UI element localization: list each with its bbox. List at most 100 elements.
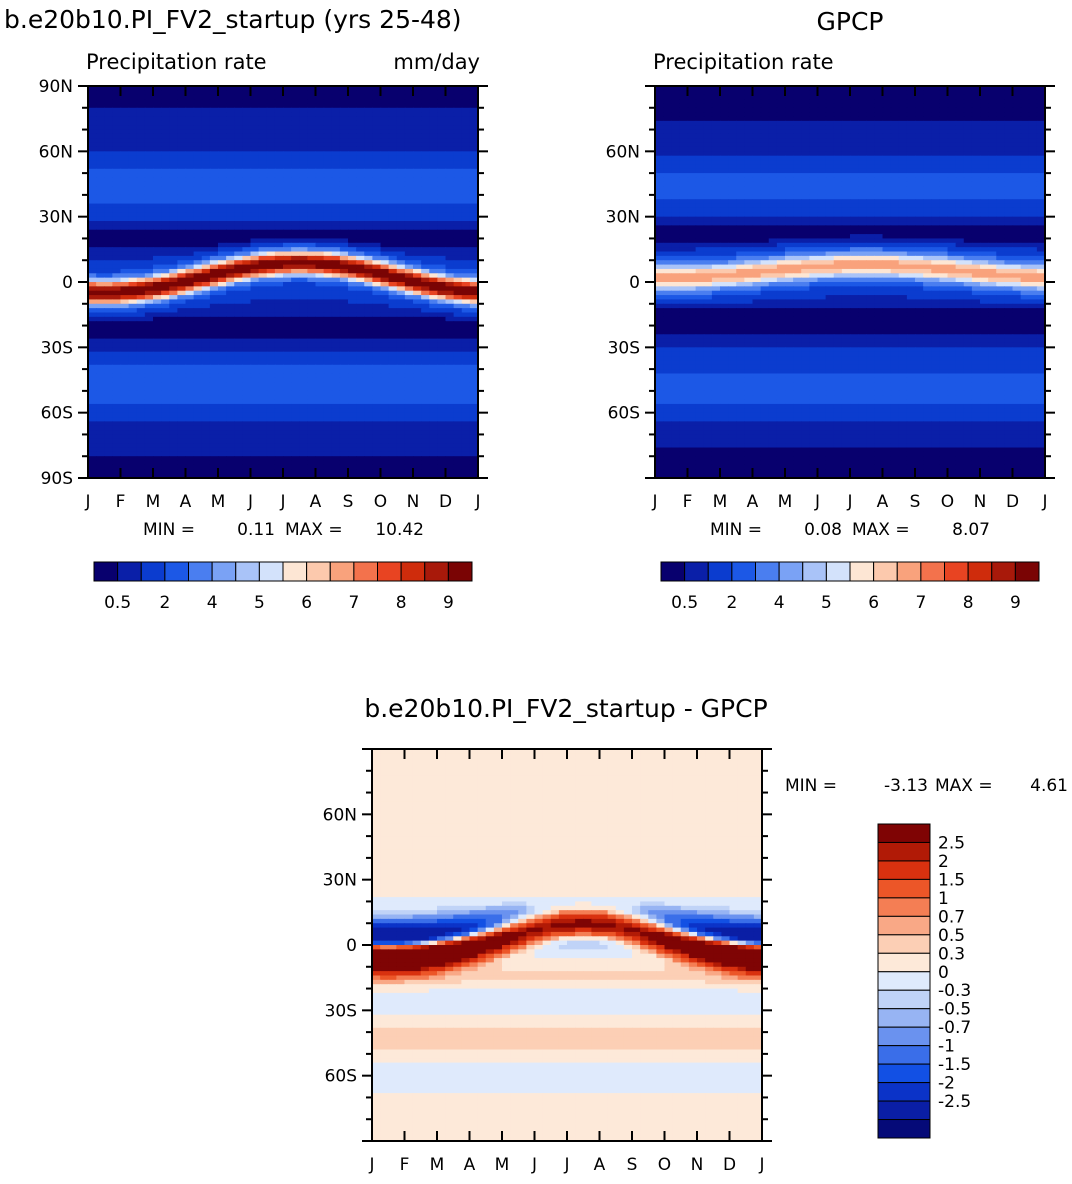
heatmap-cell [137,395,146,400]
heatmap-cell [112,252,121,257]
heatmap-cell [226,387,235,392]
heatmap-cell [88,260,97,265]
heatmap-cell [381,434,390,439]
heatmap-cell [307,160,316,165]
heatmap-cell [340,304,349,309]
heatmap-cell [218,195,227,200]
heatmap-cell [96,99,105,104]
heatmap-cell [259,395,268,400]
heatmap-cell [405,195,414,200]
heatmap-cell [242,243,251,248]
heatmap-cell [663,108,672,113]
heatmap-cell [283,421,292,426]
heatmap-cell [663,99,672,104]
heatmap-cell [234,387,243,392]
heatmap-cell [291,95,300,100]
heatmap-cell [397,356,406,361]
heatmap-cell [88,147,97,152]
heatmap-cell [129,452,138,457]
heatmap-cell [291,286,300,291]
heatmap-cell [696,130,705,135]
heatmap-cell [161,230,170,235]
heatmap-cell [96,308,105,313]
heatmap-cell [259,339,268,344]
heatmap-cell [194,273,203,278]
heatmap-cell [177,400,186,405]
heatmap-cell [218,234,227,239]
heatmap-cell [137,387,146,392]
heatmap-cell [186,317,195,322]
heatmap-cell [405,138,414,143]
heatmap-cell [210,317,219,322]
heatmap-cell [340,99,349,104]
heatmap-cell [275,360,284,365]
heatmap-cell [259,217,268,222]
heatmap-cell [112,195,121,200]
heatmap-cell [177,439,186,444]
heatmap-cell [145,273,154,278]
heatmap-cell [307,252,316,257]
heatmap-cell [907,125,916,130]
heatmap-cell [259,260,268,265]
heatmap-cell [291,278,300,283]
heatmap-cell [186,299,195,304]
heatmap-cell [145,308,154,313]
heatmap-cell [153,434,162,439]
heatmap-cell [446,434,455,439]
heatmap-cell [283,273,292,278]
heatmap-cell [226,204,235,209]
heatmap-cell [145,304,154,309]
heatmap-cell [818,108,827,113]
heatmap-cell [389,461,398,466]
heatmap-cell [137,452,146,457]
heatmap-cell [446,121,455,126]
heatmap-cell [332,221,341,226]
heatmap-cell [259,378,268,383]
heatmap-cell [218,134,227,139]
heatmap-cell [226,365,235,370]
heatmap-cell [202,265,211,270]
heatmap-cell [112,321,121,326]
heatmap-cell [446,265,455,270]
heatmap-cell [364,217,373,222]
heatmap-cell [307,173,316,178]
heatmap-cell [251,173,260,178]
heatmap-cell [446,99,455,104]
heatmap-cell [405,391,414,396]
heatmap-cell [177,156,186,161]
heatmap-cell [234,116,243,121]
heatmap-cell [413,278,422,283]
heatmap-cell [389,456,398,461]
heatmap-cell [446,173,455,178]
heatmap-cell [712,121,721,126]
heatmap-cell [389,295,398,300]
heatmap-cell [267,156,276,161]
heatmap-cell [866,121,875,126]
heatmap-cell [454,191,463,196]
heatmap-cell [655,121,664,126]
heatmap-cell [454,121,463,126]
heatmap-cell [210,138,219,143]
heatmap-cell [291,130,300,135]
heatmap-cell [421,395,430,400]
heatmap-cell [364,164,373,169]
heatmap-cell [793,121,802,126]
heatmap-cell [874,130,883,135]
heatmap-cell [891,103,900,108]
heatmap-cell [267,273,276,278]
heatmap-cell [129,234,138,239]
heatmap-cell [291,339,300,344]
heatmap-cell [161,413,170,418]
heatmap-cell [421,339,430,344]
heatmap-cell [454,334,463,339]
heatmap-cell [88,291,97,296]
heatmap-cell [177,186,186,191]
heatmap-cell [299,304,308,309]
heatmap-cell [397,156,406,161]
heatmap-cell [234,125,243,130]
heatmap-cell [88,417,97,422]
heatmap-cell [454,125,463,130]
heatmap-cell [121,195,130,200]
heatmap-cell [226,125,235,130]
heatmap-cell [462,282,471,287]
